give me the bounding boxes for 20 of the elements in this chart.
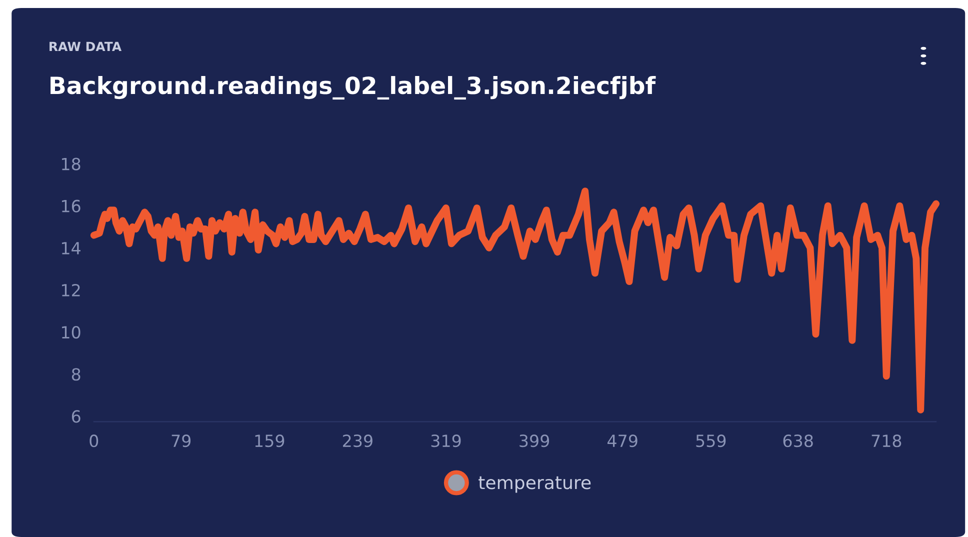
x-tick-label: 479 xyxy=(608,434,638,448)
x-tick-label: 159 xyxy=(255,434,284,448)
x-tick-label: 319 xyxy=(431,434,461,448)
x-tick-label: 718 xyxy=(872,434,902,448)
x-tick-label: 0 xyxy=(90,434,98,448)
y-tick-label: 10 xyxy=(62,326,80,339)
y-tick-label: 8 xyxy=(72,368,80,381)
chart-subtitle: RAW DATA xyxy=(50,42,122,52)
y-tick-label: 6 xyxy=(72,410,80,423)
y-tick-label: 16 xyxy=(62,200,80,212)
legend-label: temperature xyxy=(478,476,591,493)
x-tick-label: 559 xyxy=(696,434,726,448)
y-tick-label: 12 xyxy=(62,284,80,296)
x-tick-label: 79 xyxy=(172,434,191,448)
chart-title: Background.readings_02_label_3.json.2iecfjbf xyxy=(50,76,656,100)
x-tick-label: 239 xyxy=(343,434,372,448)
x-tick-label: 399 xyxy=(520,434,550,448)
y-tick-label: 14 xyxy=(62,242,80,254)
y-tick-label: 18 xyxy=(62,158,80,170)
x-tick-label: 638 xyxy=(783,434,813,448)
